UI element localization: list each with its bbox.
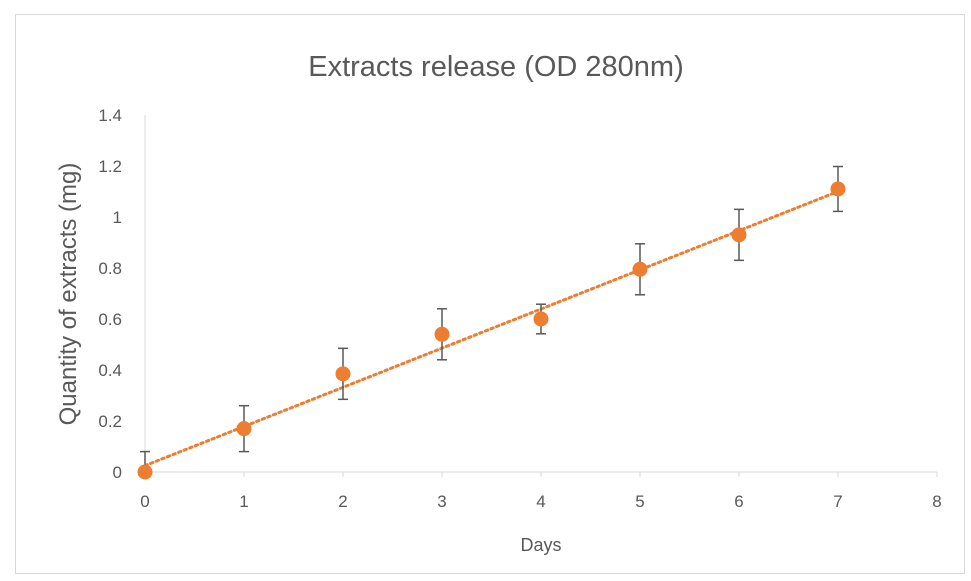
y-tick-label: 0.4: [98, 361, 122, 380]
data-point: [533, 311, 549, 327]
y-tick-label: 0.6: [98, 310, 122, 329]
data-point: [137, 464, 153, 480]
data-point: [830, 181, 846, 197]
x-tick-label: 8: [932, 492, 941, 511]
x-tick-label: 3: [437, 492, 446, 511]
trendline-layer: [143, 190, 840, 468]
x-tick-label: 1: [239, 492, 248, 511]
chart-title: Extracts release (OD 280nm): [308, 51, 684, 83]
x-tick-label: 2: [338, 492, 347, 511]
data-point: [632, 261, 648, 277]
y-tick-label: 0: [113, 463, 122, 482]
x-tick-label: 6: [734, 492, 743, 511]
chart-frame: [15, 14, 965, 574]
x-tick-label: 4: [536, 492, 545, 511]
y-tick-label: 1.4: [98, 106, 122, 125]
y-tick-label: 0.2: [98, 412, 122, 431]
x-tick-label: 5: [635, 492, 644, 511]
data-point-layer: [137, 181, 846, 480]
y-tick-label: 1.2: [98, 157, 122, 176]
y-tick-label: 1: [113, 208, 122, 227]
data-point: [434, 326, 450, 342]
data-point: [236, 421, 252, 437]
linear-trendline: [143, 190, 840, 468]
x-tick-label: 0: [140, 492, 149, 511]
x-tick-label: 7: [833, 492, 842, 511]
data-point: [731, 227, 747, 243]
data-point: [335, 366, 351, 382]
axes-layer: 0 1 2 3 4 5 6 7 8 0 0.2 0.4 0.6 0.8 1 1.2 1.4: [98, 106, 941, 511]
y-axis-title: Quantity of extracts (mg): [55, 163, 82, 426]
y-tick-label: 0.8: [98, 259, 122, 278]
x-axis-title: Days: [520, 535, 561, 555]
